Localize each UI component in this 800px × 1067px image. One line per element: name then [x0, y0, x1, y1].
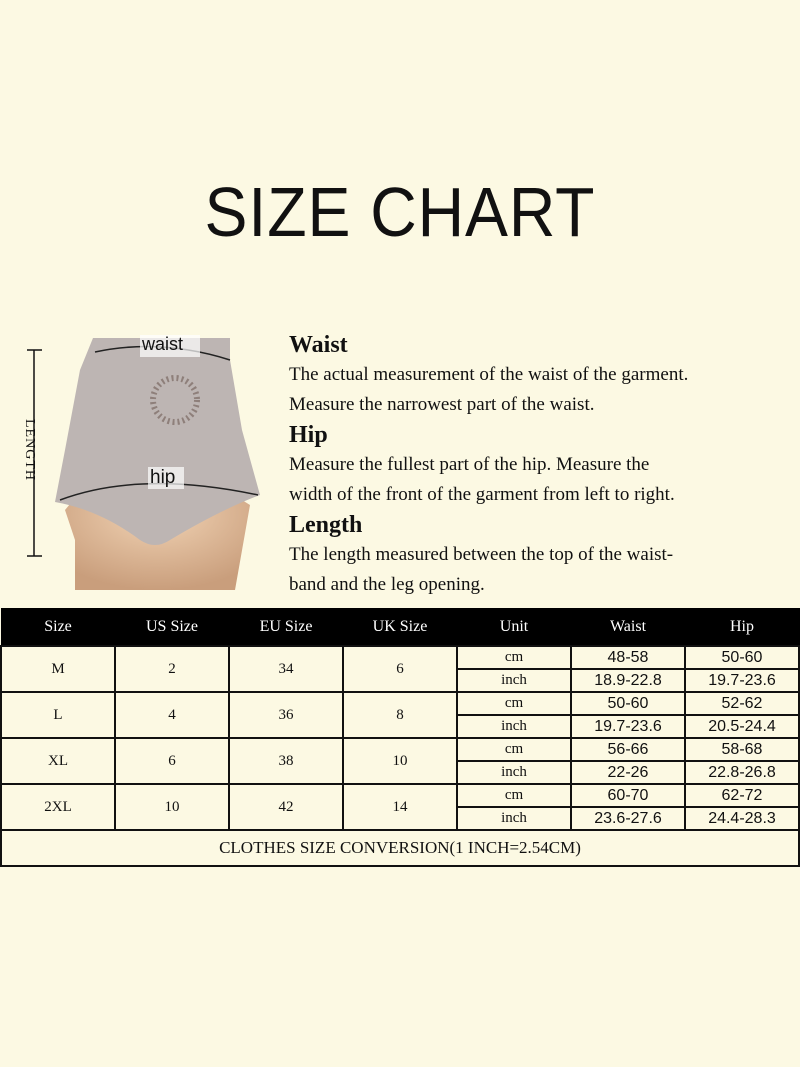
waist-cell: 48-58	[570, 645, 686, 670]
table-row: M 2 34 6 cm 48-58 50-60	[0, 645, 800, 693]
header-hip: Hip	[684, 608, 800, 647]
hip-cell: 52-62	[684, 691, 800, 716]
eu-size-cell: 36	[228, 691, 344, 739]
header-eu-size: EU Size	[228, 608, 344, 647]
header-uk-size: UK Size	[342, 608, 458, 647]
table-row: inch 18.9-22.8 19.7-23.6	[1, 668, 800, 693]
unit-cell: inch	[456, 760, 572, 785]
size-cell: XL	[0, 737, 116, 785]
eu-size-cell: 38	[228, 737, 344, 785]
unit-cell: inch	[456, 806, 572, 831]
length-label: LENGTH	[22, 419, 37, 481]
hip-cell: 19.7-23.6	[684, 668, 800, 693]
header-waist: Waist	[570, 608, 686, 647]
unit-cell: inch	[456, 668, 572, 693]
hip-cell: 58-68	[684, 737, 800, 762]
unit-cell: cm	[456, 645, 572, 670]
hip-cell: 62-72	[684, 783, 800, 808]
header-unit: Unit	[456, 608, 572, 647]
length-desc-2: band and the leg opening.	[289, 574, 485, 595]
table-header: Size US Size EU Size UK Size Unit Waist …	[0, 608, 800, 647]
waist-desc-2: Measure the narrowest part of the waist.	[289, 394, 595, 415]
unit-cell: cm	[456, 783, 572, 808]
waist-cell: 23.6-27.6	[570, 806, 686, 831]
uk-size-cell: 14	[342, 783, 458, 831]
hip-cell: 22.8-26.8	[684, 760, 800, 785]
hip-label: hip	[150, 467, 176, 488]
waist-cell: 56-66	[570, 737, 686, 762]
uk-size-cell: 10	[342, 737, 458, 785]
hip-desc-2: width of the front of the garment from l…	[289, 484, 675, 505]
size-table: Size US Size EU Size UK Size Unit Waist …	[0, 608, 800, 867]
us-size-cell: 10	[114, 783, 230, 831]
table-row: XL 6 38 10 cm 56-66 58-68	[0, 737, 800, 785]
waist-heading: Waist	[289, 332, 348, 358]
header-us-size: US Size	[114, 608, 230, 647]
size-cell: 2XL	[0, 783, 116, 831]
garment-illustration: waist hip LENGTH	[20, 330, 290, 600]
unit-cell: cm	[456, 737, 572, 762]
eu-size-cell: 42	[228, 783, 344, 831]
waist-desc-1: The actual measurement of the waist of t…	[289, 364, 689, 385]
us-size-cell: 4	[114, 691, 230, 739]
hip-heading: Hip	[289, 422, 328, 448]
unit-cell: inch	[456, 714, 572, 739]
waist-cell: 18.9-22.8	[570, 668, 686, 693]
length-desc-1: The length measured between the top of t…	[289, 544, 674, 565]
waist-cell: 60-70	[570, 783, 686, 808]
us-size-cell: 2	[114, 645, 230, 693]
waist-label: waist	[142, 334, 184, 354]
waist-cell: 50-60	[570, 691, 686, 716]
table-row: L 4 36 8 cm 50-60 52-62	[0, 691, 800, 739]
table-row: 2XL 10 42 14 cm 60-70 62-72	[0, 783, 800, 831]
table-row: inch 19.7-23.6 20.5-24.4	[1, 714, 800, 739]
us-size-cell: 6	[114, 737, 230, 785]
eu-size-cell: 34	[228, 645, 344, 693]
measurement-descriptions: Waist The actual measurement of the wais…	[289, 330, 799, 600]
uk-size-cell: 8	[342, 691, 458, 739]
table-row: inch 23.6-27.6 24.4-28.3	[1, 806, 800, 831]
uk-size-cell: 6	[342, 645, 458, 693]
hip-cell: 24.4-28.3	[684, 806, 800, 831]
table-row: inch 22-26 22.8-26.8	[1, 760, 800, 785]
conversion-note: CLOTHES SIZE CONVERSION(1 INCH=2.54CM)	[0, 829, 800, 867]
size-cell: M	[0, 645, 116, 693]
unit-cell: cm	[456, 691, 572, 716]
hip-cell: 50-60	[684, 645, 800, 670]
page-title: SIZE CHART	[204, 173, 596, 251]
waist-cell: 22-26	[570, 760, 686, 785]
header-size: Size	[0, 608, 116, 647]
length-heading: Length	[289, 512, 363, 538]
size-cell: L	[0, 691, 116, 739]
waist-cell: 19.7-23.6	[570, 714, 686, 739]
hip-cell: 20.5-24.4	[684, 714, 800, 739]
hip-desc-1: Measure the fullest part of the hip. Mea…	[289, 454, 650, 475]
